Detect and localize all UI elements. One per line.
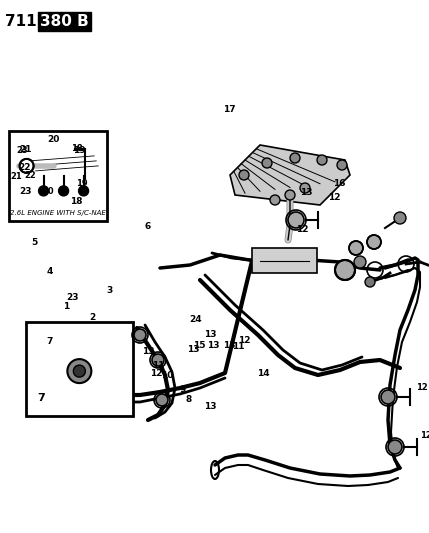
Text: 5: 5 xyxy=(31,238,37,247)
Text: 23: 23 xyxy=(66,293,79,302)
Circle shape xyxy=(365,277,375,287)
Text: 22: 22 xyxy=(18,164,31,172)
Circle shape xyxy=(270,195,280,205)
Circle shape xyxy=(156,394,168,406)
Circle shape xyxy=(394,212,406,224)
Text: 11: 11 xyxy=(232,342,245,351)
Text: 19: 19 xyxy=(76,179,88,188)
Text: 22: 22 xyxy=(25,171,36,180)
Circle shape xyxy=(285,190,295,200)
Circle shape xyxy=(354,256,366,268)
Polygon shape xyxy=(230,145,350,205)
Circle shape xyxy=(73,365,85,377)
Text: 13: 13 xyxy=(204,330,217,339)
Text: 13: 13 xyxy=(300,189,313,197)
Text: 18: 18 xyxy=(72,144,83,153)
Circle shape xyxy=(300,183,310,193)
Text: 12: 12 xyxy=(150,369,163,377)
Circle shape xyxy=(134,329,146,341)
Text: 10: 10 xyxy=(161,372,173,380)
Text: 12: 12 xyxy=(416,383,428,392)
Text: 9: 9 xyxy=(179,385,185,393)
Bar xyxy=(9,131,107,221)
Text: 13: 13 xyxy=(187,345,199,353)
Text: 21: 21 xyxy=(11,172,22,181)
Text: 11: 11 xyxy=(152,361,165,369)
Circle shape xyxy=(337,160,347,170)
Text: 13: 13 xyxy=(204,402,217,410)
Text: 20: 20 xyxy=(48,135,60,144)
Text: 12: 12 xyxy=(238,336,251,344)
Circle shape xyxy=(335,260,355,280)
Polygon shape xyxy=(27,151,95,176)
Text: 16: 16 xyxy=(332,180,345,188)
Text: 13: 13 xyxy=(223,341,236,350)
Text: 20: 20 xyxy=(42,187,54,196)
Text: 19: 19 xyxy=(73,146,86,155)
Circle shape xyxy=(317,155,327,165)
Text: 7: 7 xyxy=(38,393,45,403)
Text: 23: 23 xyxy=(19,188,32,196)
Text: 1: 1 xyxy=(63,302,69,311)
Circle shape xyxy=(290,153,300,163)
Text: 7: 7 xyxy=(46,337,52,345)
Circle shape xyxy=(20,159,33,173)
Text: 17: 17 xyxy=(223,105,236,114)
Circle shape xyxy=(367,235,381,249)
Bar xyxy=(26,322,133,416)
Circle shape xyxy=(67,359,91,383)
Text: 6: 6 xyxy=(145,222,151,231)
Text: 12: 12 xyxy=(328,193,341,201)
Text: 13: 13 xyxy=(142,348,154,356)
Circle shape xyxy=(288,212,304,228)
Text: 14: 14 xyxy=(257,369,270,377)
Text: 380 B: 380 B xyxy=(40,14,89,29)
Circle shape xyxy=(388,440,402,454)
Text: 3: 3 xyxy=(106,286,112,295)
Text: 8: 8 xyxy=(186,395,192,404)
Circle shape xyxy=(381,390,395,404)
Circle shape xyxy=(79,186,88,196)
Text: 12: 12 xyxy=(296,225,309,233)
Text: 2.6L ENGINE WITH S/C-NAE: 2.6L ENGINE WITH S/C-NAE xyxy=(10,210,106,216)
Text: 21: 21 xyxy=(19,145,32,154)
Text: 15: 15 xyxy=(193,341,206,350)
Circle shape xyxy=(59,186,69,196)
Circle shape xyxy=(262,158,272,168)
Bar xyxy=(252,248,317,273)
Text: 2: 2 xyxy=(89,313,95,321)
Text: 12: 12 xyxy=(420,431,429,440)
Circle shape xyxy=(152,354,164,366)
Text: 24: 24 xyxy=(189,316,202,324)
Text: 18: 18 xyxy=(70,197,83,206)
Text: 13: 13 xyxy=(207,341,220,350)
Circle shape xyxy=(39,186,48,196)
Text: 7111: 7111 xyxy=(5,14,52,29)
Circle shape xyxy=(349,241,363,255)
Text: 4: 4 xyxy=(46,268,52,276)
Circle shape xyxy=(239,170,249,180)
Text: 23: 23 xyxy=(17,146,28,155)
